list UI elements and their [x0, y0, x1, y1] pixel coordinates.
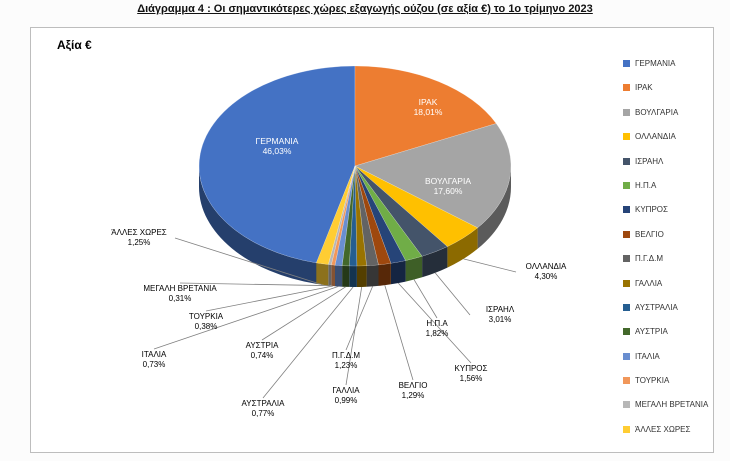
legend-label: Η.Π.Α: [635, 180, 657, 190]
pie-slice-side: [390, 260, 406, 285]
pie-slice-side: [316, 262, 329, 286]
pie-slice: [330, 165, 356, 266]
legend-label: ΤΟΥΡΚΙΑ: [635, 376, 670, 386]
legend-label: ΆΛΛΕΣ ΧΩΡΕΣ: [635, 424, 691, 434]
pie-slice: [354, 165, 479, 247]
pie-slice: [198, 65, 356, 264]
legend-swatch-icon: [623, 328, 630, 336]
legend-swatch-icon: [623, 255, 630, 263]
leader-line: [174, 237, 323, 286]
pie-slice: [354, 165, 392, 266]
legend-item: Π.Γ.Δ.Μ: [623, 254, 708, 263]
leader-line: [261, 286, 346, 341]
legend-item: ΓΕΡΜΑΝΙΑ: [623, 59, 708, 68]
legend-swatch-icon: [623, 401, 630, 409]
leader-line: [345, 286, 373, 351]
pie-slice: [341, 165, 356, 267]
legend-label: Π.Γ.Δ.Μ: [635, 254, 663, 264]
pie-slice-side: [477, 166, 511, 249]
legend-label: ΙΡΑΚ: [635, 83, 653, 93]
legend-swatch-icon: [623, 108, 630, 116]
leader-line: [345, 286, 363, 386]
legend-item: Η.Π.Α: [623, 181, 708, 190]
pie-slice-side: [335, 265, 343, 287]
legend-swatch-icon: [623, 352, 630, 360]
legend-item: ΚΥΠΡΟΣ: [623, 205, 708, 214]
legend-swatch-icon: [623, 133, 630, 141]
leader-line: [413, 279, 438, 319]
legend-swatch-icon: [623, 377, 630, 385]
pie-slice-side: [405, 256, 423, 282]
legend-label: ΜΕΓΑΛΗ ΒΡΕΤΑΝΙΑ: [635, 400, 709, 410]
legend-item: ΒΟΥΛΓΑΡΙΑ: [623, 108, 708, 117]
legend-item: ΙΤΑΛΙΑ: [623, 352, 708, 361]
pie-slice: [349, 165, 358, 267]
legend-label: ΒΟΥΛΓΑΡΙΑ: [635, 107, 679, 117]
pie-slice: [354, 165, 423, 261]
legend-label: ΓΑΛΛΙΑ: [635, 278, 663, 288]
legend-swatch-icon: [623, 425, 630, 433]
legend-label: ΒΕΛΓΙΟ: [635, 229, 664, 239]
legend-item: ΑΥΣΤΡΑΛΙΑ: [623, 303, 708, 312]
legend-swatch-icon: [623, 279, 630, 287]
pie-slice-side: [378, 263, 391, 286]
legend-item: ΟΛΛΑΝΔΙΑ: [623, 132, 708, 141]
leader-line: [179, 282, 330, 287]
legend-item: ΤΟΥΡΚΙΑ: [623, 376, 708, 385]
legend-swatch-icon: [623, 181, 630, 189]
legend-label: ΓΕΡΜΑΝΙΑ: [635, 59, 676, 68]
pie-slice-side: [328, 264, 332, 286]
value-axis-label: Αξία €: [57, 38, 92, 52]
pie-slice: [354, 123, 512, 229]
leader-line: [434, 272, 471, 316]
pie-slice: [334, 165, 356, 266]
legend-label: ΟΛΛΑΝΔΙΑ: [635, 132, 676, 142]
legend-item: ΆΛΛΕΣ ΧΩΡΕΣ: [623, 425, 708, 434]
pie-slice: [354, 165, 448, 257]
leader-line: [463, 258, 517, 273]
legend-item: ΓΑΛΛΙΑ: [623, 279, 708, 288]
legend-swatch-icon: [623, 206, 630, 214]
pie-slice-side: [356, 265, 367, 287]
pie-slice-side: [342, 265, 350, 287]
legend-item: ΑΥΣΤΡΙΑ: [623, 327, 708, 336]
pie-slice-side: [366, 264, 379, 287]
pie-slice-side: [422, 246, 448, 278]
pie-slice-side: [447, 227, 478, 268]
leader-line: [384, 285, 414, 381]
legend-swatch-icon: [623, 303, 630, 311]
pie-slice: [327, 165, 356, 266]
legend-item: ΒΕΛΓΙΟ: [623, 230, 708, 239]
legend-label: ΑΥΣΤΡΙΑ: [635, 327, 668, 337]
pie-slice: [354, 165, 379, 266]
legend: ΓΕΡΜΑΝΙΑ ΙΡΑΚ ΒΟΥΛΓΑΡΙΑ ΟΛΛΑΝΔΙΑ ΙΣΡΑΗΛ Η.Π.Α…: [623, 59, 708, 449]
leader-line: [398, 282, 472, 364]
leader-line: [262, 286, 354, 399]
legend-swatch-icon: [623, 230, 630, 238]
pie-slice: [354, 165, 367, 267]
legend-swatch-icon: [623, 60, 630, 67]
legend-swatch-icon: [623, 157, 630, 165]
leader-line: [205, 285, 334, 312]
pie-slice: [315, 165, 356, 265]
legend-item: ΜΕΓΑΛΗ ΒΡΕΤΑΝΙΑ: [623, 400, 708, 409]
leader-line: [153, 286, 339, 350]
legend-label: ΑΥΣΤΡΑΛΙΑ: [635, 302, 678, 312]
legend-label: ΙΤΑΛΙΑ: [635, 351, 660, 361]
legend-swatch-icon: [623, 84, 630, 92]
legend-item: ΙΡΑΚ: [623, 83, 708, 92]
legend-item: ΙΣΡΑΗΛ: [623, 157, 708, 166]
pie-slice-side: [349, 265, 357, 288]
pie-slice: [354, 165, 406, 264]
pie-slice-side: [199, 166, 317, 284]
legend-label: ΚΥΠΡΟΣ: [635, 205, 668, 215]
pie-slice-side: [331, 264, 335, 287]
legend-label: ΙΣΡΑΗΛ: [635, 156, 664, 166]
pie-slice: [354, 65, 497, 167]
figure-title: Διάγραμμα 4 : Οι σημαντικότερες χώρες εξ…: [137, 3, 593, 15]
